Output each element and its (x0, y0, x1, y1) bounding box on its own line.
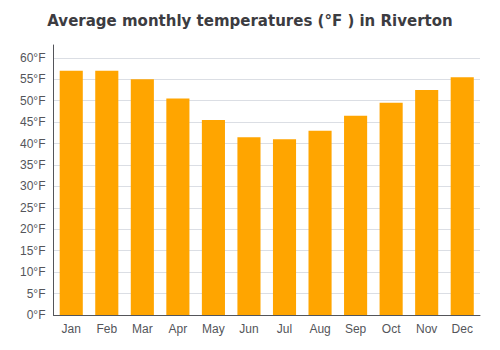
svg-text:Mar: Mar (132, 322, 153, 336)
svg-text:Jun: Jun (239, 322, 258, 336)
svg-text:Feb: Feb (96, 322, 117, 336)
svg-text:Sep: Sep (345, 322, 367, 336)
svg-text:50°F: 50°F (20, 94, 45, 108)
svg-text:35°F: 35°F (20, 158, 45, 172)
svg-text:Apr: Apr (169, 322, 188, 336)
svg-text:0°F: 0°F (27, 308, 46, 322)
svg-text:20°F: 20°F (20, 222, 45, 236)
svg-text:Jan: Jan (62, 322, 81, 336)
svg-text:Average monthly temperatures (: Average monthly temperatures (°F ) in Ri… (47, 12, 452, 30)
svg-text:Aug: Aug (309, 322, 330, 336)
svg-text:30°F: 30°F (20, 179, 45, 193)
svg-text:45°F: 45°F (20, 115, 45, 129)
svg-text:Nov: Nov (416, 322, 437, 336)
svg-text:5°F: 5°F (27, 287, 46, 301)
svg-text:Jul: Jul (277, 322, 292, 336)
svg-text:Oct: Oct (382, 322, 401, 336)
svg-text:10°F: 10°F (20, 265, 45, 279)
svg-text:15°F: 15°F (20, 244, 45, 258)
svg-text:May: May (202, 322, 225, 336)
svg-text:Dec: Dec (452, 322, 473, 336)
svg-text:25°F: 25°F (20, 201, 45, 215)
svg-text:55°F: 55°F (20, 72, 45, 86)
svg-text:40°F: 40°F (20, 137, 45, 151)
svg-text:60°F: 60°F (20, 51, 45, 65)
